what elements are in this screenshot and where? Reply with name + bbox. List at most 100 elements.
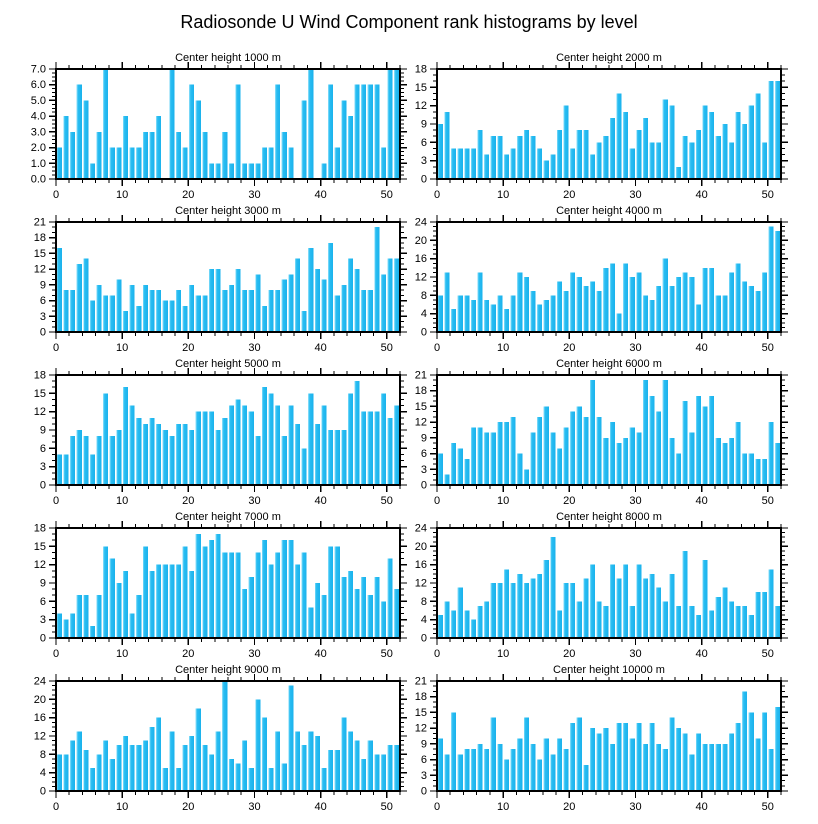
axis-or-title-text: 0 (53, 801, 59, 813)
bar (261, 147, 267, 179)
bar (142, 423, 148, 485)
axis-or-title-text: 8 (40, 749, 46, 761)
bar (649, 395, 655, 485)
axis-or-title-text: 9 (40, 279, 46, 291)
axis-or-title-text: 10 (497, 189, 509, 201)
bar (629, 427, 635, 485)
axis-or-title-text: 18 (415, 64, 427, 76)
axis-or-title-text: 3 (421, 770, 427, 782)
bar (543, 560, 549, 638)
bar (195, 534, 201, 638)
bar (354, 740, 360, 791)
bar (748, 712, 754, 791)
bar (722, 587, 728, 638)
bar (669, 286, 675, 332)
bar (109, 558, 115, 638)
axis-or-title-text: 10 (497, 801, 509, 813)
bar (451, 309, 457, 332)
bar (341, 284, 347, 332)
bar (301, 552, 307, 638)
bar (530, 290, 536, 332)
axis-or-title-text: 0 (40, 786, 46, 798)
bar (162, 768, 168, 791)
bar (550, 432, 556, 485)
bar (570, 722, 576, 791)
axis-or-title-text: 2.0 (31, 142, 46, 154)
bar (109, 758, 115, 791)
bar (83, 595, 89, 638)
bar (523, 717, 529, 791)
bar (484, 749, 490, 791)
bar (768, 569, 774, 638)
axis-or-title-text: 40 (314, 189, 326, 201)
bar (702, 105, 708, 179)
bar (182, 305, 188, 332)
bar (735, 111, 741, 179)
axis-or-title-text: 18 (415, 385, 427, 397)
axis-or-title-text: 50 (762, 495, 774, 507)
bar (202, 411, 208, 485)
bar (288, 274, 294, 332)
bar (570, 148, 576, 179)
axis-or-title-text: 20 (415, 235, 427, 247)
bar (437, 124, 443, 179)
axis-or-title-text: 3 (40, 311, 46, 323)
bar (623, 263, 629, 332)
bar (301, 311, 307, 332)
bar (576, 277, 582, 332)
bar (642, 380, 648, 485)
bar (394, 69, 400, 179)
bar (182, 423, 188, 485)
bar (281, 279, 287, 332)
bar (616, 722, 622, 791)
bar (321, 405, 327, 485)
bar (490, 432, 496, 485)
axis-or-title-text: 0 (434, 801, 440, 813)
axis-or-title-text: 50 (762, 342, 774, 354)
bar (354, 84, 360, 179)
panel-center-height-9000-m: Center height 9000 m 0 10 20 30 40 50 0 4 8 12 16 20… (34, 664, 407, 813)
axis-or-title-text: 10 (116, 189, 128, 201)
bar (464, 749, 470, 791)
bar (537, 759, 543, 791)
bar (702, 267, 708, 332)
panel-title: Center height 6000 m (556, 358, 662, 370)
bar (347, 731, 353, 791)
bar (583, 286, 589, 332)
bar (255, 436, 261, 485)
bar (742, 281, 748, 332)
axis-or-title-text: 7.0 (31, 64, 46, 76)
axis-or-title-text: 3 (421, 464, 427, 476)
bar (748, 105, 754, 179)
bar (609, 743, 615, 791)
bar (228, 284, 234, 332)
bar (169, 564, 175, 638)
bar (484, 601, 490, 638)
bar (589, 281, 596, 332)
bar (437, 615, 443, 638)
bar (636, 130, 642, 179)
bar (768, 749, 774, 791)
axis-or-title-text: 24 (34, 676, 46, 688)
bar (728, 437, 734, 485)
panel-title: Center height 2000 m (556, 52, 662, 64)
bar (308, 393, 314, 485)
bar (695, 615, 701, 638)
bar (464, 610, 470, 638)
axis-or-title-text: 6 (40, 443, 46, 455)
axis-or-title-text: 0 (53, 648, 59, 660)
bar (623, 111, 629, 179)
bar (457, 448, 463, 485)
bar (182, 147, 188, 179)
bar (517, 136, 523, 179)
axis-or-title-text: 4 (40, 767, 46, 779)
bar (103, 740, 109, 791)
bar (517, 573, 523, 638)
axis-or-title-text: 4 (421, 308, 427, 320)
axis-or-title-text: 18 (34, 523, 46, 535)
axis-or-title-text: 15 (415, 707, 427, 719)
bar (451, 610, 457, 638)
axis-or-title-text: 10 (497, 648, 509, 660)
bar (451, 148, 457, 179)
bar (761, 272, 768, 332)
